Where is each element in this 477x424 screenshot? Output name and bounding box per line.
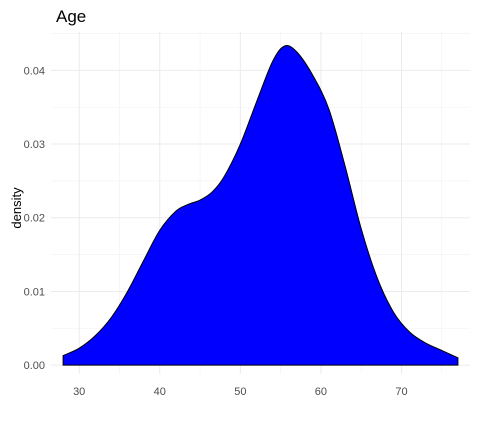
y-tick-label: 0.02 <box>24 213 45 225</box>
x-tick-label: 40 <box>154 386 166 398</box>
x-tick-label: 30 <box>73 386 85 398</box>
density-area <box>62 45 459 366</box>
chart-title: Age <box>56 7 86 26</box>
y-tick-label: 0.00 <box>24 360 45 372</box>
x-tick-label: 50 <box>234 386 246 398</box>
y-axis-label: density <box>9 187 24 229</box>
x-tick-label: 70 <box>395 386 407 398</box>
y-tick-label: 0.01 <box>24 286 45 298</box>
y-tick-label: 0.03 <box>24 139 45 151</box>
x-tick-label: 60 <box>315 386 327 398</box>
y-tick-labels: 0.00 0.01 0.02 0.03 0.04 <box>24 65 45 372</box>
y-tick-label: 0.04 <box>24 65 45 77</box>
x-tick-labels: 30 40 50 60 70 <box>73 386 408 398</box>
